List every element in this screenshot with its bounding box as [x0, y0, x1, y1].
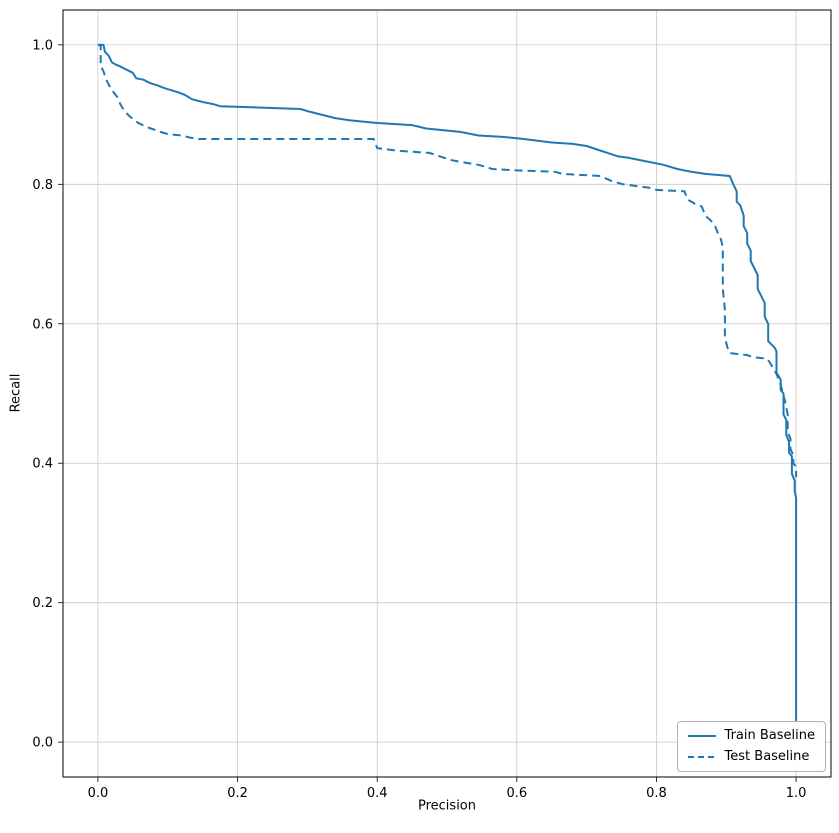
y-axis-label: Recall	[8, 373, 24, 413]
svg-text:0.8: 0.8	[646, 786, 667, 801]
test-baseline-line-swatch	[687, 756, 716, 758]
svg-text:1.0: 1.0	[32, 38, 53, 53]
svg-text:1.0: 1.0	[786, 786, 807, 801]
svg-text:0.6: 0.6	[506, 786, 527, 801]
legend: Train Baseline Test Baseline	[676, 721, 826, 772]
svg-text:0.0: 0.0	[88, 786, 109, 801]
svg-text:0.8: 0.8	[32, 178, 53, 193]
legend-label-test-baseline: Test Baseline	[724, 749, 810, 764]
svg-text:0.4: 0.4	[32, 457, 53, 472]
svg-text:0.0: 0.0	[32, 736, 53, 751]
svg-text:0.2: 0.2	[32, 596, 53, 611]
legend-item-train-baseline: Train Baseline	[687, 728, 815, 744]
x-axis-label: Precision	[417, 798, 477, 814]
legend-item-test-baseline: Test Baseline	[687, 749, 815, 765]
svg-text:0.4: 0.4	[367, 786, 388, 801]
legend-label-train-baseline: Train Baseline	[724, 728, 815, 743]
svg-text:0.2: 0.2	[227, 786, 248, 801]
svg-text:0.6: 0.6	[32, 317, 53, 332]
train-baseline-line-swatch	[687, 735, 716, 737]
